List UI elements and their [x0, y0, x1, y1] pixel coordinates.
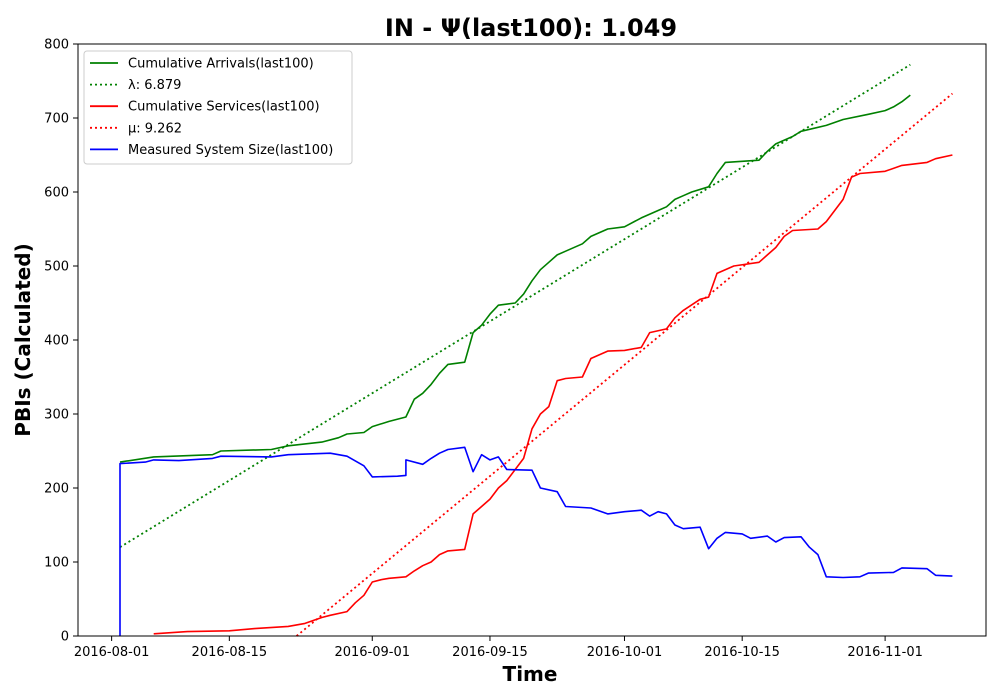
x-tick-label: 2016-10-15 [704, 645, 780, 660]
legend-label: Cumulative Arrivals(last100) [128, 57, 314, 72]
y-tick-label: 100 [44, 556, 69, 571]
y-tick-label: 700 [44, 112, 69, 127]
x-axis-label: Time [503, 662, 558, 686]
y-tick-label: 600 [44, 186, 69, 201]
y-axis: 0 100 200 300 400 500 600 700 800 [44, 38, 78, 645]
legend-label: Measured System Size(last100) [128, 143, 333, 158]
x-tick-label: 2016-10-01 [587, 645, 663, 660]
x-tick-label: 2016-08-15 [192, 645, 268, 660]
series-line-4 [119, 446, 953, 636]
legend-label: μ: 9.262 [128, 121, 182, 136]
y-tick-label: 0 [61, 630, 69, 645]
x-axis: 2016-08-01 2016-08-15 2016-09-01 2016-09-15… [74, 636, 923, 660]
series-line-1 [119, 63, 911, 548]
legend: Cumulative Arrivals(last100) λ: 6.879 Cumu… [83, 50, 353, 165]
x-tick-label: 2016-11-01 [847, 645, 923, 660]
series-line-0 [119, 94, 911, 463]
y-tick-label: 800 [44, 38, 69, 53]
y-tick-label: 400 [44, 334, 69, 349]
legend-label: λ: 6.879 [128, 78, 181, 93]
x-tick-label: 2016-09-15 [452, 645, 528, 660]
series-layer [119, 63, 953, 637]
y-axis-label: PBIs (Calculated) [11, 243, 35, 436]
x-tick-label: 2016-09-01 [334, 645, 410, 660]
y-tick-label: 300 [44, 408, 69, 423]
chart-title: IN - Ψ(last100): 1.049 [385, 14, 677, 42]
legend-label: Cumulative Services(last100) [128, 100, 320, 115]
y-tick-label: 200 [44, 482, 69, 497]
series-line-2 [153, 154, 953, 635]
y-tick-label: 500 [44, 260, 69, 275]
series-line-3 [296, 92, 953, 637]
x-tick-label: 2016-08-01 [74, 645, 150, 660]
legend-box [83, 50, 353, 165]
